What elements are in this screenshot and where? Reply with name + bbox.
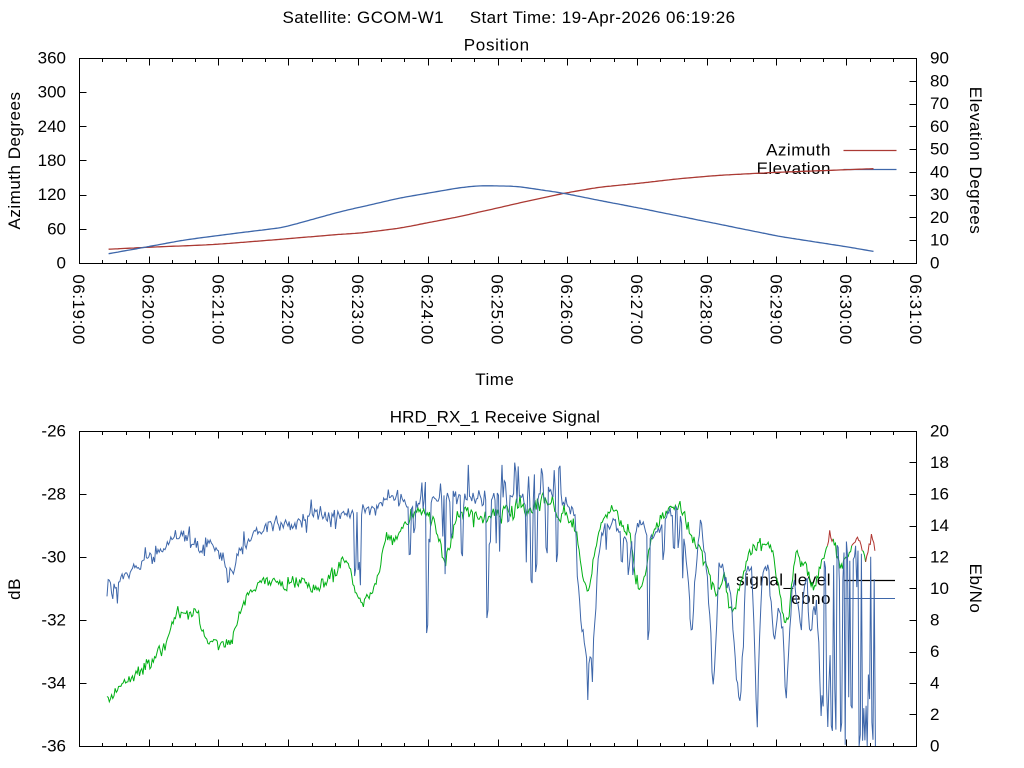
- svg-text:06:27:00: 06:27:00: [627, 274, 646, 345]
- svg-text:Azimuth Degrees: Azimuth Degrees: [5, 92, 24, 230]
- svg-text:120: 120: [38, 185, 66, 204]
- svg-text:dB: dB: [5, 578, 24, 600]
- svg-text:Elevation: Elevation: [757, 159, 831, 178]
- svg-text:06:31:00: 06:31:00: [906, 274, 925, 345]
- svg-text:20: 20: [930, 208, 949, 227]
- svg-text:06:21:00: 06:21:00: [208, 274, 227, 345]
- svg-text:-30: -30: [41, 548, 66, 567]
- svg-text:0: 0: [930, 254, 939, 273]
- svg-text:Position: Position: [464, 36, 530, 55]
- svg-text:90: 90: [930, 49, 949, 68]
- svg-text:ebno: ebno: [791, 589, 831, 608]
- svg-text:-32: -32: [41, 611, 66, 630]
- svg-text:06:29:00: 06:29:00: [766, 274, 785, 345]
- svg-text:40: 40: [930, 162, 949, 181]
- svg-text:2: 2: [930, 705, 939, 724]
- svg-text:Time: Time: [475, 370, 514, 389]
- svg-text:signal_level: signal_level: [736, 571, 831, 590]
- svg-text:0: 0: [57, 254, 66, 273]
- svg-text:4: 4: [930, 674, 939, 693]
- svg-text:6: 6: [930, 642, 939, 661]
- svg-text:18: 18: [930, 453, 949, 472]
- svg-text:-34: -34: [41, 674, 66, 693]
- svg-text:06:23:00: 06:23:00: [348, 274, 367, 345]
- svg-text:240: 240: [38, 117, 66, 136]
- svg-text:Elevation Degrees: Elevation Degrees: [966, 87, 985, 234]
- svg-text:Eb/No: Eb/No: [966, 564, 985, 614]
- svg-text:80: 80: [930, 71, 949, 90]
- svg-text:Satellite: GCOM-W1 Start T: Satellite: GCOM-W1 Start Time: 19-Apr-20…: [283, 8, 736, 27]
- svg-text:14: 14: [930, 516, 949, 535]
- svg-text:50: 50: [930, 140, 949, 159]
- svg-text:8: 8: [930, 611, 939, 630]
- svg-text:06:22:00: 06:22:00: [278, 274, 297, 345]
- svg-text:06:30:00: 06:30:00: [836, 274, 855, 345]
- svg-text:-28: -28: [41, 485, 66, 504]
- svg-text:16: 16: [930, 485, 949, 504]
- svg-text:20: 20: [930, 422, 949, 441]
- svg-text:60: 60: [930, 117, 949, 136]
- svg-text:06:20:00: 06:20:00: [139, 274, 158, 345]
- svg-text:10: 10: [930, 579, 949, 598]
- svg-text:180: 180: [38, 151, 66, 170]
- svg-text:06:25:00: 06:25:00: [487, 274, 506, 345]
- svg-text:60: 60: [47, 219, 66, 238]
- svg-text:70: 70: [930, 94, 949, 113]
- svg-text:360: 360: [38, 49, 66, 68]
- svg-text:300: 300: [38, 83, 66, 102]
- svg-text:Azimuth: Azimuth: [766, 141, 831, 160]
- svg-text:06:24:00: 06:24:00: [418, 274, 437, 345]
- svg-text:30: 30: [930, 185, 949, 204]
- svg-text:06:19:00: 06:19:00: [69, 274, 88, 345]
- svg-text:-36: -36: [41, 737, 66, 756]
- svg-text:-26: -26: [41, 422, 66, 441]
- svg-text:HRD_RX_1 Receive Signal: HRD_RX_1 Receive Signal: [390, 408, 600, 427]
- svg-text:06:28:00: 06:28:00: [697, 274, 716, 345]
- svg-text:06:26:00: 06:26:00: [557, 274, 576, 345]
- svg-text:12: 12: [930, 548, 949, 567]
- svg-text:10: 10: [930, 231, 949, 250]
- svg-text:0: 0: [930, 737, 939, 756]
